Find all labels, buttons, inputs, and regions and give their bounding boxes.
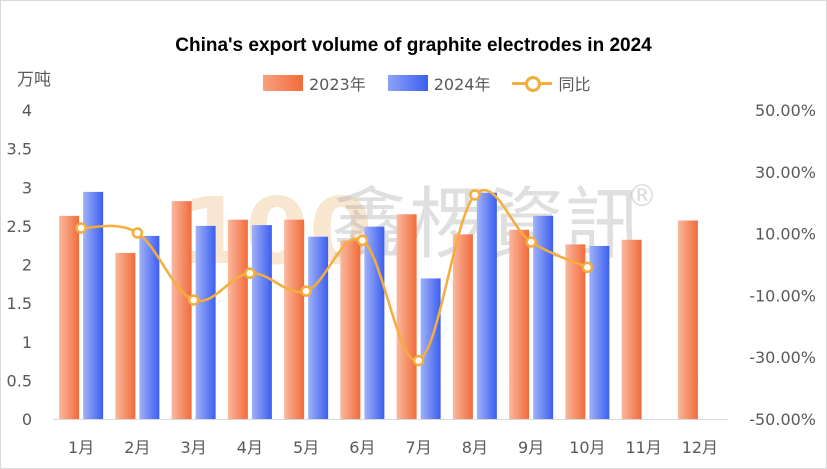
y2-tick-label: -30.00% <box>749 348 816 367</box>
y-tick-label: 2.5 <box>7 217 32 236</box>
x-tick-label: 10月 <box>569 438 605 457</box>
bar-2024-1 <box>83 191 104 419</box>
y2-tick-label: 30.00% <box>755 163 816 182</box>
legend-item-yoy: 同比 <box>512 71 590 95</box>
x-tick-label: 2月 <box>124 438 150 457</box>
legend-swatch-yoy <box>512 75 553 92</box>
yoy-point-7 <box>412 354 425 367</box>
y-tick-label: 1 <box>22 333 32 352</box>
y2-tick-label: 10.00% <box>755 225 816 244</box>
yoy-point-2 <box>131 227 144 239</box>
bar-2024-9 <box>533 215 554 419</box>
bar-2023-11 <box>621 239 642 419</box>
x-tick-label: 1月 <box>68 438 94 457</box>
bar-2023-5 <box>284 219 305 419</box>
y-tick-label: 1.5 <box>7 294 32 313</box>
x-tick-label: 8月 <box>462 438 488 457</box>
y2-tick-label: 50.00% <box>755 101 816 120</box>
x-tick-label: 11月 <box>625 438 661 457</box>
yoy-point-4 <box>244 267 256 279</box>
bar-2024-6 <box>364 226 385 419</box>
bar-2024-3 <box>195 225 216 419</box>
legend-swatch-2023 <box>263 75 303 91</box>
y2-tick-label: -50.00% <box>749 410 816 429</box>
y-tick-label: 3 <box>22 178 32 197</box>
bar-2023-10 <box>565 244 586 419</box>
legend-item-2023: 2023年 <box>263 71 366 95</box>
yoy-point-1 <box>75 222 87 234</box>
bar-2024-4 <box>251 225 272 419</box>
bar-2023-12 <box>677 220 698 419</box>
bar-2023-2 <box>115 252 136 419</box>
x-tick-label: 5月 <box>293 438 319 457</box>
yoy-point-10 <box>581 261 594 274</box>
bar-2024-8 <box>476 192 497 419</box>
legend-label-2024: 2024年 <box>433 75 491 94</box>
bar-2024-10 <box>589 245 610 419</box>
y-tick-label: 4 <box>22 101 32 120</box>
yoy-point-3 <box>187 294 200 306</box>
y-tick-label: 0 <box>22 410 32 429</box>
bar-2023-3 <box>171 201 192 419</box>
yoy-point-9 <box>525 236 537 248</box>
watermark-registered: ® <box>627 179 657 214</box>
bar-2023-1 <box>59 215 80 419</box>
x-tick-label: 4月 <box>237 438 263 457</box>
chart-title: China's export volume of graphite electr… <box>175 35 652 56</box>
bar-2024-2 <box>139 235 160 419</box>
y-tick-label: 0.5 <box>7 371 32 390</box>
y-axis-unit: 万吨 <box>17 70 51 90</box>
legend-label-yoy: 同比 <box>558 75 591 94</box>
yoy-point-6 <box>356 234 369 247</box>
yoy-point-5 <box>300 285 312 297</box>
bar-2023-6 <box>340 240 361 419</box>
yoy-point-8 <box>469 189 481 201</box>
bar-2023-8 <box>452 234 473 419</box>
bar-2023-4 <box>227 219 248 419</box>
x-tick-label: 3月 <box>181 438 207 457</box>
x-tick-label: 12月 <box>682 438 718 457</box>
y-tick-label: 3.5 <box>7 140 32 159</box>
x-tick-label: 9月 <box>518 438 544 457</box>
bar-2024-5 <box>308 236 329 419</box>
legend-item-2024: 2024年 <box>387 71 491 95</box>
bar-2024-7 <box>420 278 441 419</box>
y2-tick-label: -10.00% <box>749 286 816 305</box>
bar-2023-9 <box>509 229 530 419</box>
y-tick-label: 2 <box>22 256 32 275</box>
x-tick-label: 6月 <box>349 438 375 457</box>
legend-label-2023: 2023年 <box>309 75 366 94</box>
x-tick-label: 7月 <box>406 438 432 457</box>
bar-2023-7 <box>396 214 417 419</box>
legend: 2023年 2024年 同比 <box>263 71 612 95</box>
legend-swatch-2024 <box>387 75 428 91</box>
